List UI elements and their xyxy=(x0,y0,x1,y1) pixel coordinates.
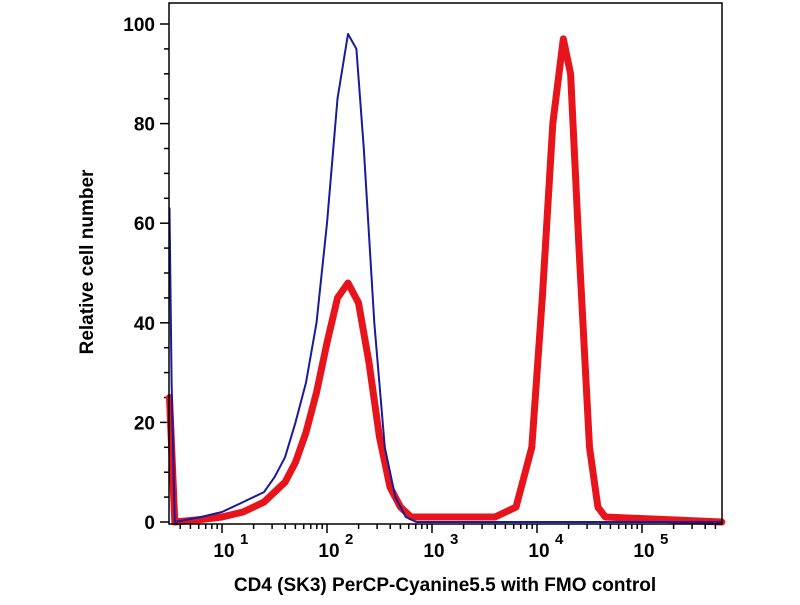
x-tick-exponent: 2 xyxy=(345,531,353,548)
y-axis-ticks: 0 20 40 60 80 100 xyxy=(123,15,169,534)
x-tick-exponent: 5 xyxy=(660,531,668,548)
x-tick-exponent: 4 xyxy=(555,531,564,548)
y-axis-label: Relative cell number xyxy=(77,169,98,354)
series-line-fmo-control xyxy=(168,33,723,523)
x-tick-exponent: 3 xyxy=(450,531,458,548)
x-tick-label: 10 xyxy=(318,541,339,562)
x-tick-label: 10 xyxy=(528,541,549,562)
y-tick-label: 100 xyxy=(123,15,155,36)
y-tick-label: 60 xyxy=(134,214,155,235)
x-tick-label: 10 xyxy=(423,541,444,562)
series-line-stained xyxy=(166,35,726,526)
y-tick-label: 0 xyxy=(144,513,155,534)
x-tick-label: 10 xyxy=(213,541,234,562)
y-tick-label: 20 xyxy=(134,413,155,434)
series-group xyxy=(166,33,726,526)
x-axis-label: CD4 (SK3) PerCP-Cyanine5.5 with FMO cont… xyxy=(234,575,656,596)
x-tick-label: 10 xyxy=(633,541,654,562)
plot-frame xyxy=(168,2,723,525)
x-axis-ticks: 10 1 10 2 10 3 10 4 10 5 xyxy=(179,524,717,562)
y-tick-label: 40 xyxy=(134,314,155,335)
x-tick-exponent: 1 xyxy=(240,531,248,548)
y-tick-label: 80 xyxy=(134,115,155,136)
